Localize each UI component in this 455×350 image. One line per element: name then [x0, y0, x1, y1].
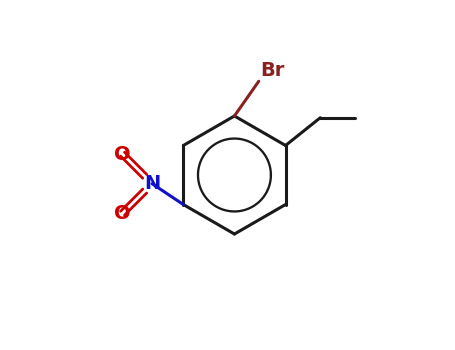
Text: O: O — [114, 145, 131, 164]
Text: N: N — [144, 174, 160, 193]
Text: O: O — [114, 204, 131, 223]
Text: Br: Br — [260, 61, 285, 79]
